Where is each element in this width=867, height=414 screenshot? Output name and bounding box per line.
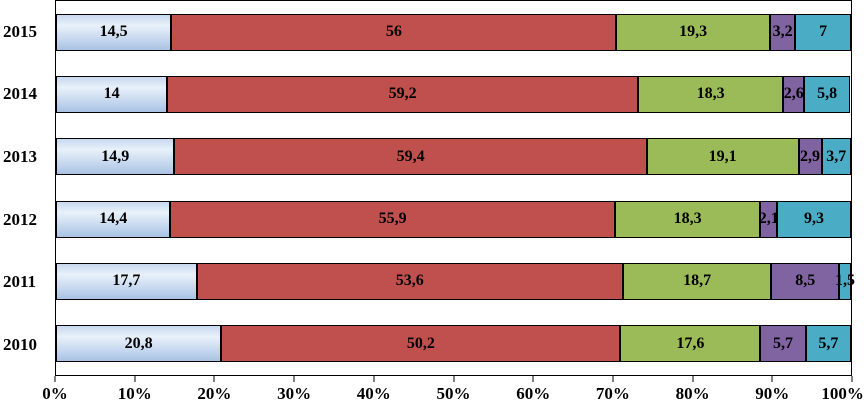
y-axis-label: 2011: [3, 272, 37, 292]
segment-value-label: 9,3: [803, 210, 824, 228]
x-axis-label: 100%: [821, 384, 864, 403]
y-axis-label: 2012: [3, 209, 37, 229]
segment-value-label: 5,8: [817, 85, 838, 103]
segment-value-label: 55,9: [378, 210, 407, 228]
segment-value-label: 50,2: [406, 334, 435, 352]
segment-value-label: 2,6: [783, 85, 804, 103]
segment-value-label: 20,8: [124, 334, 153, 352]
bar-segment-4-purple: 2,9: [798, 138, 822, 176]
segment-value-label: 1,5: [835, 272, 855, 290]
segment-value-label: 56: [385, 23, 402, 41]
segment-value-label: 8,5: [795, 272, 816, 290]
segment-value-label: 59,4: [396, 147, 425, 165]
x-axis-tick: [54, 376, 56, 382]
segment-value-label: 14,9: [101, 147, 130, 165]
bar-segment-2-red: 59,2: [167, 75, 638, 113]
x-axis-tick: [453, 376, 454, 382]
segment-value-label: 2,9: [800, 147, 821, 165]
bar-segment-2-red: 59,4: [174, 138, 647, 176]
x-axis-label: 20%: [197, 384, 232, 403]
y-axis: 2015 2014 2013 2012 2011 2010: [0, 0, 55, 376]
bar-segment-2-red: 55,9: [170, 200, 615, 238]
x-axis-tick: [293, 376, 295, 382]
x-axis-label: 80%: [675, 384, 710, 403]
x-axis-tick: [771, 376, 773, 382]
segment-value-label: 18,3: [673, 210, 702, 228]
segment-value-label: 3,2: [772, 23, 793, 41]
y-axis-label: 2010: [3, 335, 37, 355]
bar-segment-2-red: 50,2: [221, 325, 621, 363]
bar-segment-3-green: 19,1: [646, 138, 799, 176]
stacked-bar: 14,4 55,9 18,3 2,1 9,3: [56, 200, 851, 238]
bar-segment-1-blue: 14,9: [56, 138, 175, 176]
segment-value-label: 18,7: [683, 272, 712, 290]
bar-segment-5-teal: 9,3: [777, 200, 851, 238]
bar-segment-3-green: 18,7: [622, 262, 772, 300]
x-axis-tick: [213, 376, 215, 382]
segment-value-label: 17,7: [112, 272, 141, 290]
segment-value-label: 5,7: [818, 334, 839, 352]
bar-segment-3-green: 17,6: [620, 325, 761, 363]
y-axis-label: 2014: [3, 84, 37, 104]
bar-segment-2-red: 53,6: [196, 262, 623, 300]
x-axis-label: 10%: [117, 384, 152, 403]
segment-value-label: 53,6: [395, 272, 424, 290]
x-axis-label: 40%: [356, 384, 391, 403]
segment-value-label: 5,7: [773, 334, 793, 352]
segment-value-label: 14,5: [99, 23, 128, 41]
plot-area: 14,5 56 19,3 3,2 7 14 59,2 18,3 2,6 5,8 14,9 59,4 19…: [55, 0, 855, 376]
x-axis: 0% 10% 20% 30% 40% 50% 60% 70% 80% 90% 100%: [42, 376, 864, 414]
bar-segment-1-blue: 14,5: [56, 13, 172, 51]
stacked-bar: 17,7 53,6 18,7 8,5 1,5: [56, 262, 855, 300]
y-axis-label: 2013: [3, 147, 37, 167]
bar-segment-5-teal: 7: [795, 13, 851, 51]
x-axis-label: 60%: [516, 384, 551, 403]
bar-segment-1-blue: 20,8: [56, 325, 222, 363]
x-axis-tick: [373, 376, 375, 382]
stacked-bar: 14 59,2 18,3 2,6 5,8: [56, 75, 851, 113]
x-axis-tick: [851, 376, 853, 382]
segment-value-label: 18,3: [696, 85, 725, 103]
bar-segment-4-purple: 2,6: [783, 75, 805, 113]
segment-value-label: 3,7: [826, 147, 847, 165]
bar-segment-2-red: 56: [171, 13, 617, 51]
bar-segment-4-purple: 2,1: [758, 200, 779, 238]
segment-value-label: 14,4: [99, 210, 128, 228]
segment-value-label: 7: [819, 23, 828, 41]
x-axis-label: 90%: [755, 384, 790, 403]
x-axis-tick: [692, 376, 694, 382]
bar-segment-4-purple: 5,7: [760, 325, 806, 363]
x-axis-tick: [532, 376, 534, 382]
bar-segment-5-teal: 5,8: [804, 75, 851, 113]
segment-value-label: 59,2: [388, 85, 417, 103]
bar-segment-3-green: 18,3: [637, 75, 784, 113]
segment-value-label: 14: [103, 85, 120, 103]
y-axis-label: 2015: [3, 21, 37, 41]
bar-segment-5-teal: 1,5: [835, 262, 855, 300]
segment-value-label: 17,6: [676, 334, 705, 352]
bar-segment-1-blue: 14: [56, 75, 168, 113]
x-axis-tick: [134, 376, 136, 382]
segment-value-label: 2,1: [758, 210, 779, 228]
stacked-bar: 20,8 50,2 17,6 5,7 5,7: [56, 325, 851, 363]
bar-segment-4-purple: 3,2: [769, 13, 796, 51]
bar-segment-1-blue: 14,4: [56, 200, 171, 238]
segment-value-label: 19,3: [679, 23, 708, 41]
bar-segment-1-blue: 17,7: [56, 262, 197, 300]
x-axis-label: 50%: [436, 384, 471, 403]
x-axis-label: 0%: [42, 384, 68, 403]
stacked-bar: 14,5 56 19,3 3,2 7: [56, 13, 851, 51]
bar-segment-5-teal: 5,7: [805, 325, 851, 363]
segment-value-label: 19,1: [708, 147, 737, 165]
bar-segment-3-green: 18,3: [614, 200, 761, 238]
x-axis-label: 30%: [277, 384, 312, 403]
bar-segment-3-green: 19,3: [616, 13, 770, 51]
x-axis-tick: [612, 376, 614, 382]
x-axis-label: 70%: [595, 384, 630, 403]
bar-segment-4-purple: 8,5: [771, 262, 840, 300]
stacked-bar: 14,9 59,4 19,1 2,9 3,7: [56, 138, 851, 176]
bar-segment-5-teal: 3,7: [821, 138, 851, 176]
